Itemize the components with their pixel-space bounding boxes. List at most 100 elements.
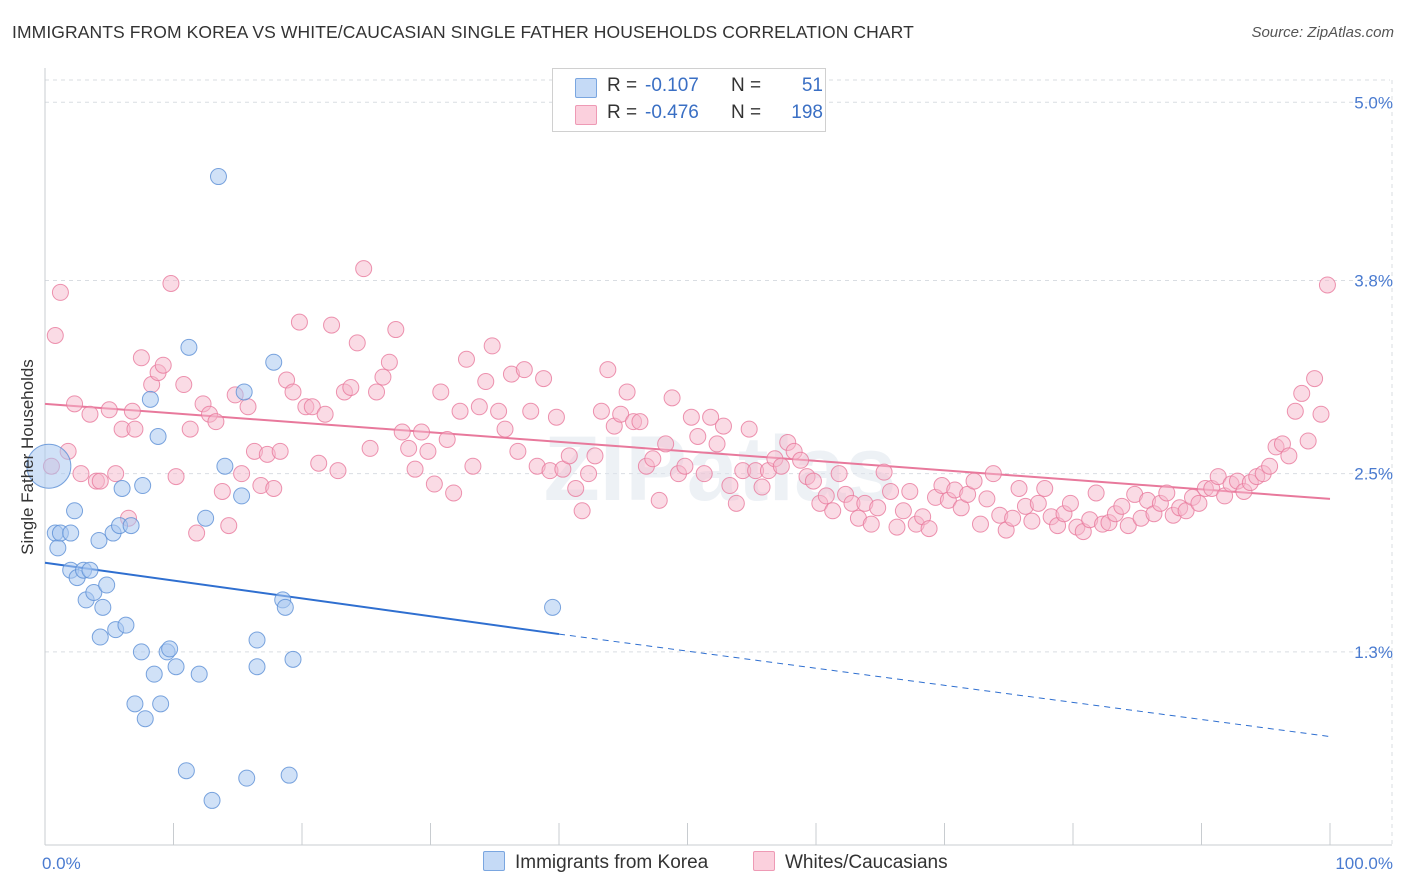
white-point <box>100 401 118 419</box>
white-point <box>239 398 257 416</box>
white-point <box>869 499 887 517</box>
white-point <box>445 484 463 502</box>
korea-point <box>167 658 185 676</box>
white-point <box>1010 479 1028 497</box>
korea-point <box>190 665 208 683</box>
white-point <box>702 408 720 426</box>
korea-point <box>284 650 302 668</box>
white-point <box>490 402 508 420</box>
korea-point <box>197 509 215 527</box>
white-point <box>1209 468 1227 486</box>
white-point <box>81 405 99 423</box>
white-point <box>882 482 900 500</box>
white-point <box>1061 494 1079 512</box>
white-point <box>875 463 893 481</box>
white-point <box>451 402 469 420</box>
r-value: -0.107 <box>645 75 699 96</box>
korea-trend-extension <box>558 633 1331 738</box>
white-point <box>1286 402 1304 420</box>
korea-point <box>132 643 150 661</box>
white-point <box>132 349 150 367</box>
white-point <box>644 450 662 468</box>
white-point <box>380 353 398 371</box>
white-point <box>290 313 308 331</box>
white-point <box>1087 484 1105 502</box>
korea-point <box>81 561 99 579</box>
white-point <box>804 472 822 490</box>
white-point <box>676 457 694 475</box>
white-point <box>107 465 125 483</box>
white-point <box>631 413 649 431</box>
white-point <box>772 457 790 475</box>
korea-point <box>248 658 266 676</box>
legend-swatch-korea <box>575 78 597 98</box>
white-point <box>323 316 341 334</box>
white-point <box>477 373 495 391</box>
white-point <box>167 468 185 486</box>
white-point <box>233 465 251 483</box>
white-point <box>721 477 739 495</box>
white-point <box>650 491 668 509</box>
white-point <box>978 490 996 508</box>
white-point <box>51 283 69 301</box>
white-point <box>425 475 443 493</box>
white-point <box>419 442 437 460</box>
white-point <box>154 356 172 374</box>
source-credit: Source: ZipAtlas.com <box>1251 24 1394 41</box>
white-point <box>213 482 231 500</box>
white-point <box>1312 405 1330 423</box>
white-point <box>984 465 1002 483</box>
white-point <box>438 430 456 448</box>
white-point <box>126 420 144 438</box>
white-trend-line <box>44 402 1331 500</box>
white-point <box>567 479 585 497</box>
white-point <box>965 472 983 490</box>
white-point <box>496 420 514 438</box>
white-point <box>348 334 366 352</box>
n-value: 51 <box>801 75 823 96</box>
korea-point <box>62 524 80 542</box>
white-point <box>612 405 630 423</box>
white-point <box>310 454 328 472</box>
white-point <box>592 402 610 420</box>
white-point <box>920 520 938 538</box>
korea-point <box>66 502 84 520</box>
korea-point <box>265 353 283 371</box>
series-name-korea: Immigrants from Korea <box>515 852 709 873</box>
white-point <box>792 451 810 469</box>
korea-point <box>113 479 131 497</box>
white-point <box>1280 447 1298 465</box>
korea-point <box>98 576 116 594</box>
white-point <box>464 457 482 475</box>
trend-lines <box>44 402 1331 738</box>
korea-point <box>233 487 251 505</box>
white-point <box>580 465 598 483</box>
white-point <box>824 502 842 520</box>
y-tick-label: 2.5% <box>1354 465 1393 484</box>
white-point <box>1261 457 1279 475</box>
n-label: N = <box>731 75 762 96</box>
white-point <box>1004 509 1022 527</box>
korea-point <box>94 598 112 616</box>
white-point <box>695 465 713 483</box>
korea-point <box>238 769 256 787</box>
white-point <box>457 350 475 368</box>
white-point <box>509 442 527 460</box>
series-swatch-korea <box>483 851 505 871</box>
white-point <box>522 402 540 420</box>
series-legend-white: Whites/Caucasians <box>753 851 948 874</box>
korea-point <box>203 791 221 809</box>
white-point <box>560 447 578 465</box>
white-point <box>547 408 565 426</box>
korea-point <box>149 428 167 446</box>
white-point <box>46 326 64 344</box>
white-point <box>1299 432 1317 450</box>
series-legend-korea: Immigrants from Korea <box>483 851 708 874</box>
korea-point <box>117 616 135 634</box>
white-point <box>1293 384 1311 402</box>
white-point <box>374 368 392 386</box>
white-point <box>714 417 732 435</box>
white-point <box>618 383 636 401</box>
white-point <box>265 479 283 497</box>
